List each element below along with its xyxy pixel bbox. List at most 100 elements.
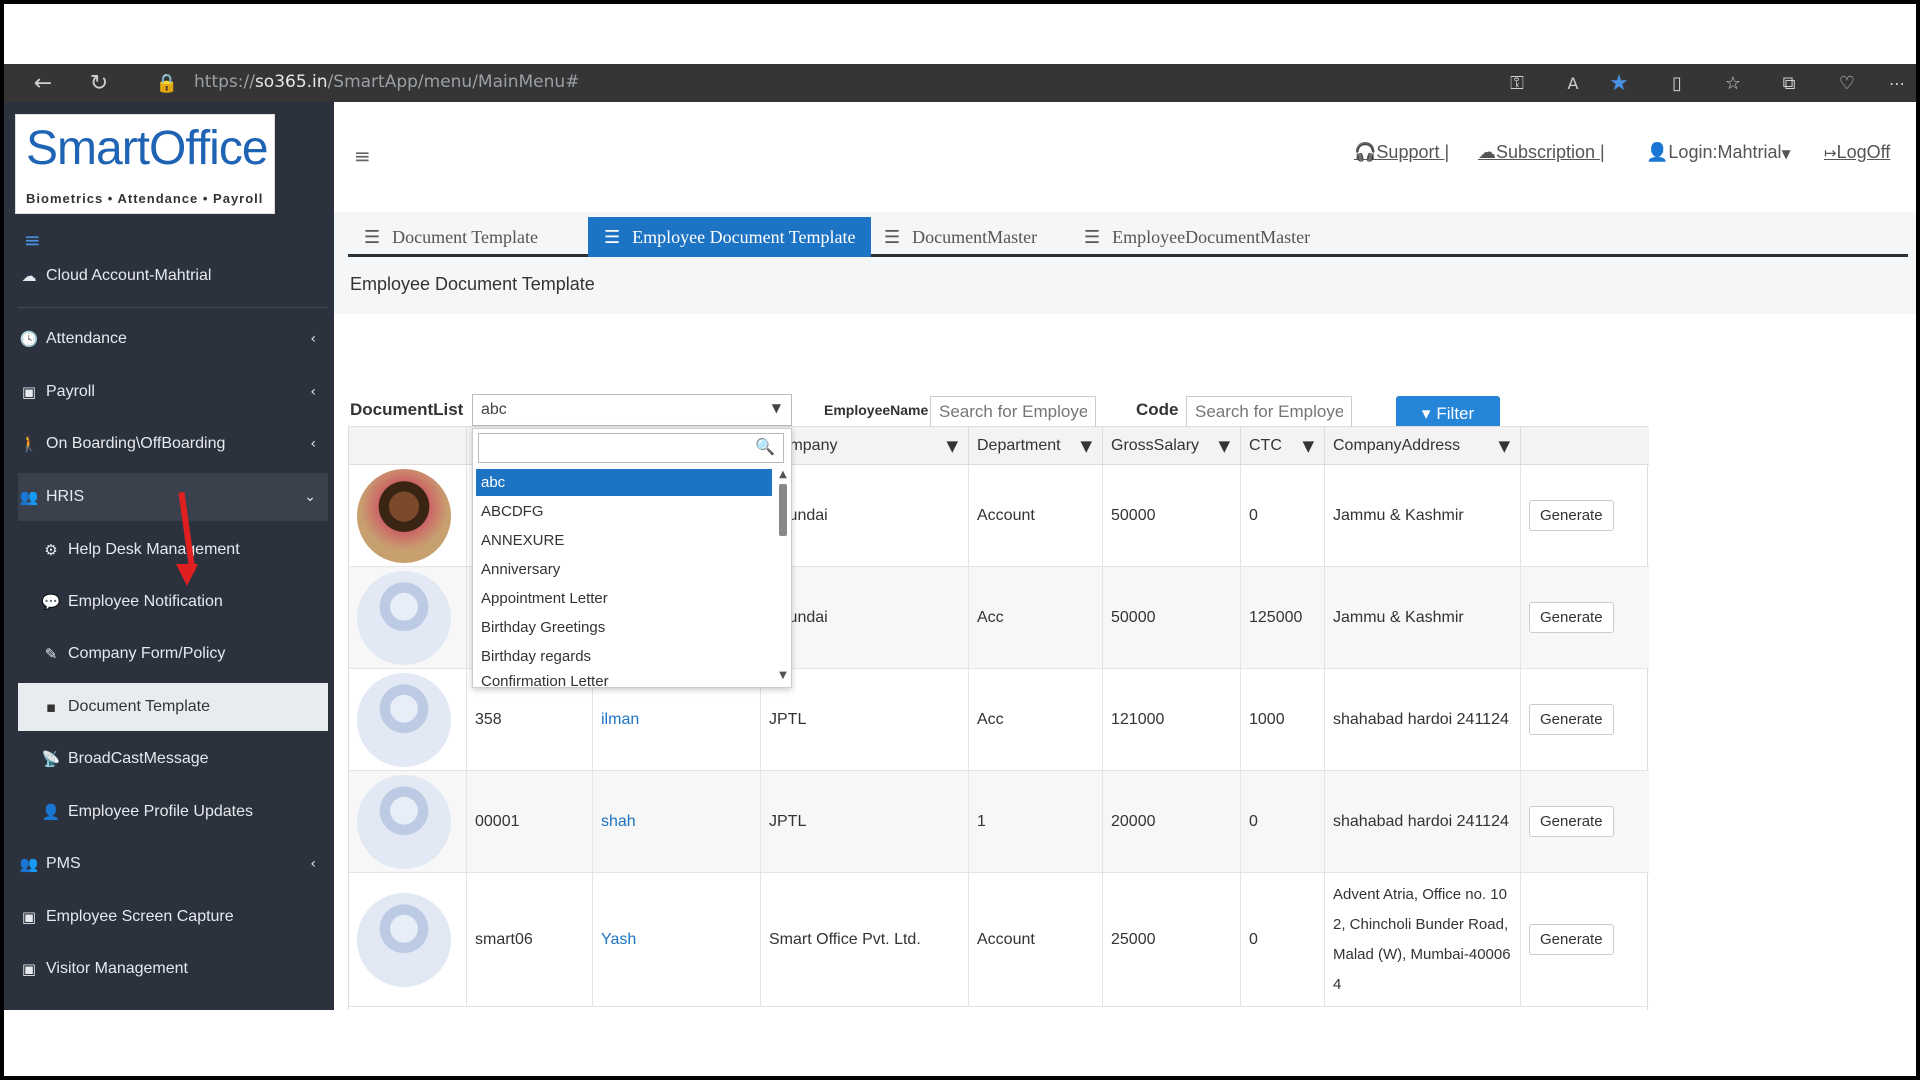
smartoffice-logo: SmartOffice Biometrics • Attendance • Pa… <box>15 114 275 214</box>
filter-icon[interactable]: ▼ <box>1302 436 1314 455</box>
tab-employee-document-template[interactable]: ☰ Employee Document Template <box>588 217 872 257</box>
hamburger-icon[interactable]: ≡ <box>354 144 371 168</box>
filter-icon[interactable]: ▼ <box>1498 436 1510 455</box>
sidebar-item-help-desk[interactable]: ⚙ Help Desk Management <box>18 526 328 574</box>
filter-icon[interactable]: ▼ <box>1080 436 1092 455</box>
name-cell[interactable]: shah <box>593 771 761 872</box>
logo-tagline: Biometrics • Attendance • Payroll <box>26 191 264 206</box>
gear-icon: ⚙ <box>44 541 58 559</box>
split-screen-icon[interactable]: ▯ <box>1672 72 1682 94</box>
scroll-up-icon[interactable]: ▲ <box>779 469 787 480</box>
photo-cell <box>349 567 467 668</box>
dropdown-option[interactable]: abc <box>476 469 772 496</box>
sidebar-item-label: Company Form/Policy <box>68 645 226 662</box>
tab-document-master[interactable]: ☰ DocumentMaster <box>868 217 1053 257</box>
sidebar-item-document-template[interactable]: ▪ Document Template <box>18 683 328 731</box>
sidebar-toggle-icon[interactable]: ≡ <box>24 228 41 252</box>
annotation-arrow-head <box>176 564 198 586</box>
support-link[interactable]: 🎧Support | <box>1354 142 1449 163</box>
table-row: 00001 shah JPTL 1 20000 0 shahabad hardo… <box>349 771 1649 873</box>
company-cell: JPTL <box>761 771 969 872</box>
column-header-company-address[interactable]: CompanyAddress ▼ <box>1325 427 1521 465</box>
name-cell[interactable]: Yash <box>593 873 761 1006</box>
cloud-account[interactable]: ☁ Cloud Account-Mahtrial <box>18 252 328 300</box>
document-list-select[interactable]: abc ▼ <box>472 394 792 426</box>
generate-button[interactable]: Generate <box>1529 806 1614 837</box>
key-icon[interactable]: ⚿ <box>1510 72 1524 94</box>
refresh-icon[interactable]: ↻ <box>89 70 109 96</box>
top-nav: ≡ 🎧Support | ☁Subscription | 👤Login:Maht… <box>334 102 1916 212</box>
more-icon[interactable]: ⋯ <box>1889 73 1905 93</box>
name-cell[interactable]: ilman <box>593 669 761 770</box>
action-cell: Generate <box>1521 771 1649 872</box>
read-aloud-icon[interactable]: A <box>1567 73 1579 93</box>
cloud-icon: ☁ <box>21 267 37 285</box>
sidebar-item-profile-updates[interactable]: 👤 Employee Profile Updates <box>18 788 328 836</box>
filter-icon[interactable]: ▼ <box>1218 436 1230 455</box>
sidebar-item-broadcast[interactable]: 📡 BroadCastMessage <box>18 735 328 783</box>
login-menu[interactable]: 👤Login:Mahtrial▼ <box>1646 142 1791 163</box>
scroll-down-icon[interactable]: ▼ <box>779 670 787 681</box>
generate-button[interactable]: Generate <box>1529 500 1614 531</box>
scrollbar-thumb[interactable] <box>779 484 787 536</box>
filter-icon[interactable]: ▼ <box>946 436 958 455</box>
dropdown-option[interactable]: Birthday regards <box>481 648 592 665</box>
dropdown-option[interactable]: Appointment Letter <box>481 590 608 607</box>
tab-bar: ☰ Document Template ☰ Employee Document Te… <box>348 217 1908 257</box>
collections-icon[interactable]: ⧉ <box>1782 72 1796 94</box>
sidebar-item-screen-capture[interactable]: ▣ Employee Screen Capture <box>18 893 328 941</box>
dropdown-option[interactable]: Anniversary <box>481 561 561 578</box>
sidebar-item-label: HRIS <box>46 488 85 505</box>
dropdown-option[interactable]: ANNEXURE <box>481 532 565 549</box>
browser-essentials-icon[interactable]: ♡ <box>1838 72 1856 94</box>
action-cell: Generate <box>1521 465 1649 566</box>
back-icon[interactable]: ← <box>33 70 53 96</box>
dropdown-option[interactable]: Birthday Greetings <box>481 619 606 636</box>
sidebar-item-hris[interactable]: 👥 HRIS ⌄ <box>18 473 328 521</box>
sidebar-item-attendance[interactable]: 🕓 Attendance ‹ <box>18 315 328 363</box>
code-cell: smart06 <box>467 873 593 1006</box>
tab-document-template[interactable]: ☰ Document Template <box>348 217 554 257</box>
logoff-label: LogOff <box>1836 142 1891 162</box>
column-header-ctc[interactable]: CTC ▼ <box>1241 427 1325 465</box>
table-row: 358 ilman JPTL Acc 121000 1000 shahabad … <box>349 669 1649 771</box>
logoff-link[interactable]: ↦LogOff <box>1824 142 1890 163</box>
sidebar-item-employee-notification[interactable]: 💬 Employee Notification <box>18 578 328 626</box>
dropdown-option[interactable]: ABCDFG <box>481 503 544 520</box>
generate-button[interactable]: Generate <box>1529 704 1614 735</box>
sidebar-item-onboarding[interactable]: 🚶 On Boarding\OffBoarding ‹ <box>18 420 328 468</box>
sidebar-item-company-policy[interactable]: ✎ Company Form/Policy <box>18 630 328 678</box>
department-cell: Account <box>969 465 1103 566</box>
screen: ← ↻ 🔒 https://so365.in/SmartApp/menu/Mai… <box>4 64 1916 1010</box>
subscription-link[interactable]: ☁Subscription | <box>1478 142 1605 163</box>
favorites-icon[interactable]: ☆ <box>1724 72 1742 94</box>
sidebar-item-payroll[interactable]: ▣ Payroll ‹ <box>18 368 328 416</box>
column-header-department[interactable]: Department ▼ <box>969 427 1103 465</box>
user-icon: 👤 <box>1646 142 1669 163</box>
address-bar[interactable]: https://so365.in/SmartApp/menu/MainMenu# <box>194 72 579 92</box>
code-input[interactable] <box>1186 396 1352 428</box>
generate-button[interactable]: Generate <box>1529 602 1614 633</box>
dropdown-scrollbar[interactable]: ▲ ▼ <box>777 469 789 681</box>
list-icon: ☰ <box>1084 226 1101 248</box>
sidebar-item-visitor-management[interactable]: ▣ Visitor Management <box>18 945 328 993</box>
column-header-gross-salary[interactable]: GrossSalary ▼ <box>1103 427 1241 465</box>
caret-down-icon: ▼ <box>1781 147 1791 161</box>
code-cell: 358 <box>467 669 593 770</box>
dropdown-option[interactable]: Confirmation Letter <box>481 673 609 686</box>
list-icon: ☰ <box>884 226 901 248</box>
department-cell: 1 <box>969 771 1103 872</box>
ctc-cell: 0 <box>1241 873 1325 1006</box>
chevron-down-icon: ⌄ <box>304 489 316 505</box>
sidebar-item-pms[interactable]: 👥 PMS ‹ <box>18 840 328 888</box>
tab-employee-document-master[interactable]: ☰ EmployeeDocumentMaster <box>1068 217 1326 257</box>
employee-name-input[interactable] <box>930 396 1096 428</box>
avatar <box>357 468 451 563</box>
company-cell: Hyundai <box>761 567 969 668</box>
star-icon[interactable]: ★ <box>1609 70 1629 96</box>
dropdown-search-input[interactable]: 🔍 <box>478 433 784 463</box>
chevron-left-icon: ‹ <box>310 384 316 400</box>
generate-button[interactable]: Generate <box>1529 924 1614 955</box>
avatar <box>357 774 451 869</box>
column-header-company[interactable]: Company ▼ <box>761 427 969 465</box>
